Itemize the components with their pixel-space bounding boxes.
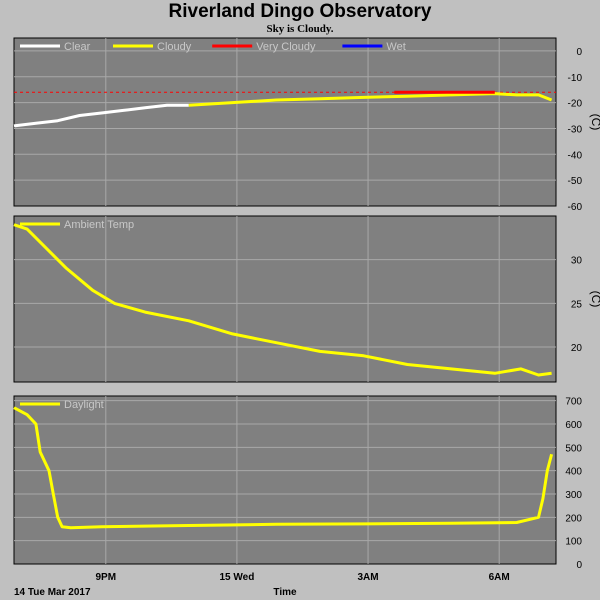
y-tick-label: -10 [568,73,583,84]
x-start-label: 14 Tue Mar 2017 [14,587,91,598]
legend-label: Very Cloudy [256,41,316,53]
series-line-ambient-temp [13,223,552,377]
y-tick-label: 0 [576,47,582,58]
legend-label: Wet [386,41,405,53]
x-axis-title: Time [273,587,297,598]
series-line-daylight [13,406,554,530]
series-line-clear [13,103,189,128]
y-tick-label: 100 [565,537,582,548]
legend-label: Clear [64,41,91,53]
series-line-cloudy [188,92,553,107]
y-tick-label: -20 [568,99,583,110]
y-tick-label: 700 [565,397,582,408]
legend-label: Daylight [64,399,104,411]
plot-panel-ambient [13,215,557,383]
y-tick-label: -30 [568,124,583,135]
plot-panel-daylight [13,395,557,565]
y-unit-label: (C) [589,114,600,131]
x-tick-label: 15 Wed [219,572,254,583]
y-tick-label: 500 [565,443,582,454]
y-tick-label: 300 [565,490,582,501]
y-tick-label: 30 [571,256,583,267]
y-tick-label: -60 [568,202,583,213]
y-unit-label: (C) [589,291,600,308]
y-tick-label: -50 [568,176,583,187]
legend-label: Ambient Temp [64,219,134,231]
y-tick-label: -40 [568,150,583,161]
sky-status: Sky is Cloudy. [266,23,334,35]
x-tick-label: 9PM [96,572,117,583]
x-tick-label: 3AM [357,572,378,583]
legend-label: Cloudy [157,41,192,53]
x-tick-label: 6AM [489,572,510,583]
y-tick-label: 600 [565,420,582,431]
plot-panel-sky [13,37,557,207]
y-tick-label: 0 [576,560,582,571]
y-tick-label: 20 [571,343,583,354]
y-tick-label: 25 [571,299,583,310]
y-tick-label: 200 [565,513,582,524]
y-tick-label: 400 [565,467,582,478]
page-title: Riverland Dingo Observatory [168,1,432,22]
